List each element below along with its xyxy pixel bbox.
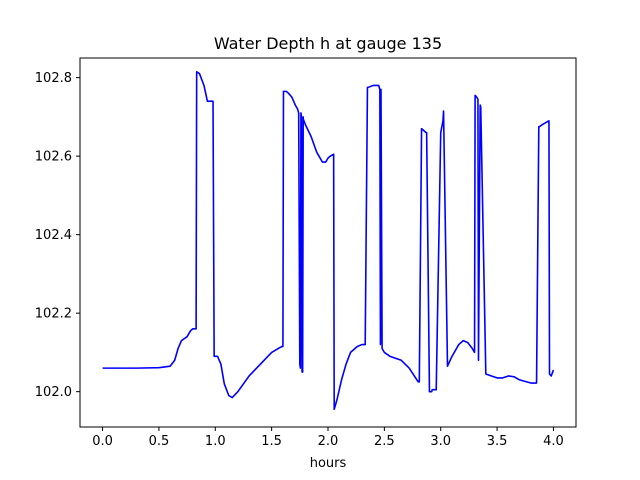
y-tick-label: 102.6 (35, 150, 72, 165)
x-tick-label: 3.0 (430, 434, 451, 449)
x-tick-label: 2.5 (374, 434, 395, 449)
x-tick-label: 0.5 (149, 434, 170, 449)
y-tick-label: 102.0 (35, 385, 72, 400)
x-tick-label: 4.0 (543, 434, 564, 449)
y-tick-label: 102.8 (35, 71, 72, 86)
series-line (102, 70, 555, 411)
y-tick-label: 102.4 (35, 228, 72, 243)
y-axis: 102.0 102.2 102.4 102.6 102.8 (35, 71, 80, 400)
chart-title: Water Depth h at gauge 135 (214, 34, 442, 53)
x-axis-label: hours (310, 456, 347, 471)
plot-area (102, 70, 555, 411)
x-tick-label: 0.0 (92, 434, 113, 449)
x-tick-label: 2.0 (318, 434, 339, 449)
x-axis: 0.0 0.5 1.0 1.5 2.0 2.5 3.0 3.5 4.0 (92, 427, 564, 449)
x-tick-label: 1.0 (205, 434, 226, 449)
x-tick-label: 3.5 (487, 434, 508, 449)
y-tick-label: 102.2 (35, 307, 72, 322)
axes-frame (79, 57, 577, 428)
x-tick-label: 1.5 (261, 434, 282, 449)
